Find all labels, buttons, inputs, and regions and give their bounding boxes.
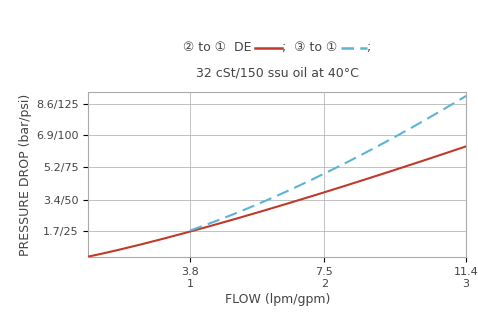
Y-axis label: PRESSURE DROP (bar/psi): PRESSURE DROP (bar/psi) xyxy=(19,94,32,256)
Text: ;  ③ to ①: ; ③ to ① xyxy=(282,41,341,54)
Text: ② to ①  DE: ② to ① DE xyxy=(183,41,255,54)
Text: ;: ; xyxy=(367,41,371,54)
Text: 32 cSt/150 ssu oil at 40°C: 32 cSt/150 ssu oil at 40°C xyxy=(196,66,358,79)
X-axis label: FLOW (lpm/gpm): FLOW (lpm/gpm) xyxy=(225,293,330,306)
